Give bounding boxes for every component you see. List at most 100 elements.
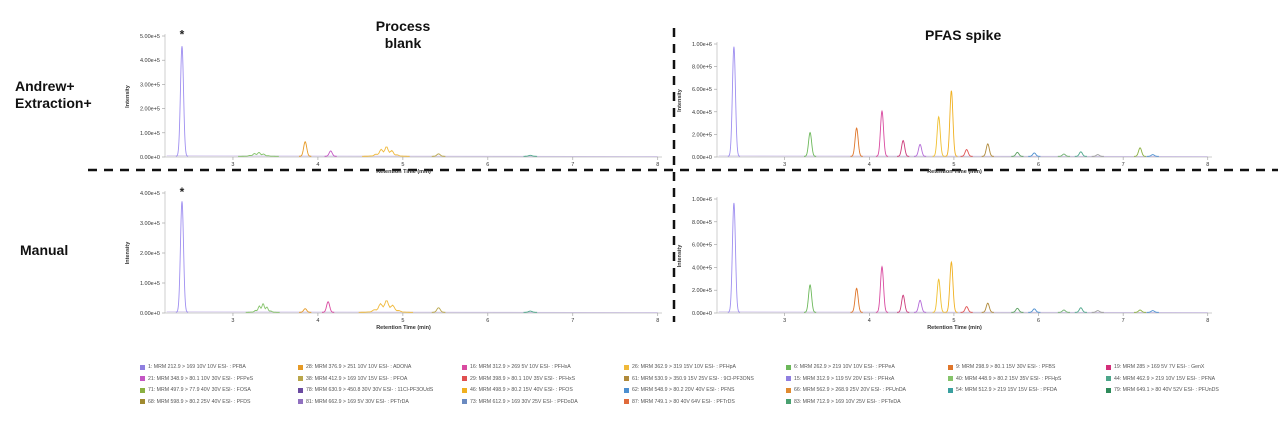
legend-label: 68: MRM 598.9 > 80.2 25V 40V ESI- : PFDS xyxy=(148,398,251,405)
y-tick-label: 3.00e+5 xyxy=(140,82,160,88)
col-label-pfas-spike: PFAS spike xyxy=(925,27,1002,43)
legend-item: 66: MRM 562.9 > 268.9 25V 20V ESI- : PFU… xyxy=(786,387,906,393)
legend-label: 15: MRM 312.9 > 119 5V 20V ESI- : PFHxA xyxy=(794,375,895,382)
legend: 1: MRM 212.9 > 169 10V 10V ESI- : PFBA 28… xyxy=(140,364,1280,434)
x-tick-label: 6 xyxy=(1037,162,1040,168)
x-tick-label: 3 xyxy=(231,318,234,324)
peak-trace xyxy=(1057,309,1071,313)
peak-trace xyxy=(945,90,958,157)
x-tick-label: 4 xyxy=(868,162,871,168)
peak-trace xyxy=(1074,307,1087,313)
legend-label: 44: MRM 462.9 > 219 10V 15V ESI- : PFNA xyxy=(1114,375,1216,382)
legend-item: 46: MRM 498.9 > 80.2 15V 40V ESI- : PFOS xyxy=(462,387,573,393)
y-tick-label: 2.00e+5 xyxy=(140,107,160,113)
peak-trace xyxy=(523,154,538,157)
y-tick-label: 0.00e+0 xyxy=(692,155,712,161)
x-tick-label: 8 xyxy=(1206,162,1209,168)
x-tick-label: 3 xyxy=(783,162,786,168)
peak-trace xyxy=(358,300,414,313)
legend-swatch xyxy=(624,364,629,370)
legend-item: 9: MRM 298.9 > 80.1 15V 30V ESI- : PFBS xyxy=(948,364,1055,370)
legend-label: 38: MRM 412.9 > 169 10V 15V ESI- : PFOA xyxy=(306,375,408,382)
legend-label: 1: MRM 212.9 > 169 10V 10V ESI- : PFBA xyxy=(148,364,246,370)
legend-label: 19: MRM 285 > 169 5V 7V ESI- : GenX xyxy=(1114,364,1205,370)
row-label-andrew: Andrew+ Extraction+ xyxy=(15,78,92,111)
peak-trace xyxy=(897,139,910,157)
peak-trace xyxy=(1133,309,1147,313)
peak-trace xyxy=(932,278,945,313)
legend-label: 87: MRM 749.1 > 80 40V 64V ESI- : PFTrDS xyxy=(632,398,735,405)
peak-trace xyxy=(1133,147,1147,157)
legend-item: 62: MRM 548.9 > 80.2 20V 40V ESI- : PFNS xyxy=(624,387,735,393)
legend-swatch xyxy=(298,364,303,370)
peak-trace xyxy=(945,260,958,313)
peak-trace xyxy=(1146,310,1159,313)
legend-label: 71: MRM 497.9 > 77.9 40V 30V ESI- : FOSA xyxy=(148,387,251,393)
legend-item: 40: MRM 448.9 > 80.2 15V 35V ESI- : PFHp… xyxy=(948,376,1061,382)
peak-trace xyxy=(321,301,335,313)
y-tick-label: 4.00e+5 xyxy=(692,110,712,116)
legend-swatch xyxy=(1106,364,1111,370)
legend-swatch xyxy=(140,387,145,393)
y-tick-label: 4.00e+5 xyxy=(692,265,712,271)
y-tick-label: 6.00e+5 xyxy=(692,243,712,249)
legend-swatch xyxy=(948,387,953,393)
x-tick-label: 6 xyxy=(486,318,489,324)
legend-label: 81: MRM 662.9 > 169 5V 30V ESI- : PFTrDA xyxy=(306,398,409,405)
legend-swatch xyxy=(786,376,791,381)
col-label-process-blank: Process blank xyxy=(375,18,431,51)
x-tick-label: 8 xyxy=(656,162,659,168)
x-tick-label: 7 xyxy=(571,318,574,324)
legend-swatch xyxy=(462,376,467,381)
y-tick-label: 8.00e+5 xyxy=(692,220,712,226)
legend-swatch xyxy=(462,387,467,393)
legend-label: 16: MRM 312.9 > 269 5V 10V ESI- : PFHxA xyxy=(470,364,571,370)
chart-panel-row1-pfas-spike: 0.00e+0 2.00e+5 4.00e+5 6.00e+5 8.00e+5 1.00e… xyxy=(677,42,1212,175)
legend-item: 16: MRM 312.9 > 269 5V 10V ESI- : PFHxA xyxy=(462,364,571,370)
peak-trace xyxy=(1011,151,1024,157)
peak-trace xyxy=(875,109,889,157)
peak-trace xyxy=(1028,152,1041,157)
legend-label: 29: MRM 398.9 > 80.1 10V 35V ESI- : PFHx… xyxy=(470,375,576,382)
legend-item: 79: MRM 649.1 > 80 40V 52V ESI- : PFUnDS xyxy=(1106,387,1219,393)
legend-label: 61: MRM 530.9 > 350.9 15V 25V ESI- : 9Cl… xyxy=(632,375,754,382)
y-tick-label: 1.00e+5 xyxy=(140,281,160,287)
x-tick-label: 8 xyxy=(656,318,659,324)
peak-trace xyxy=(523,310,538,313)
peak-trace xyxy=(1091,310,1104,313)
peak-trace xyxy=(1091,154,1104,157)
peak-annotation: * xyxy=(180,27,185,41)
y-tick-label: 1.00e+6 xyxy=(692,42,712,48)
x-tick-label: 4 xyxy=(316,162,319,168)
legend-item: 78: MRM 630.9 > 450.8 30V 30V ESI- : 11C… xyxy=(298,387,433,393)
peak-trace xyxy=(960,149,973,157)
legend-swatch xyxy=(948,376,953,381)
y-axis-label: Intensity xyxy=(677,244,683,268)
legend-label: 40: MRM 448.9 > 80.2 15V 35V ESI- : PFHp… xyxy=(956,375,1062,382)
legend-swatch xyxy=(140,399,145,404)
peak-trace xyxy=(960,306,973,313)
legend-label: 73: MRM 612.9 > 169 30V 25V ESI- : PFDoD… xyxy=(470,398,578,405)
legend-item: 15: MRM 312.9 > 119 5V 20V ESI- : PFHxA xyxy=(786,376,894,382)
peak-trace xyxy=(1146,154,1159,157)
y-tick-label: 4.00e+5 xyxy=(140,191,160,197)
x-axis-label: Retention Time (min) xyxy=(376,169,431,175)
chart-panel-row2-pfas-spike: 0.00e+0 2.00e+5 4.00e+5 6.00e+5 8.00e+5 1.00e… xyxy=(677,197,1212,331)
legend-label: 28: MRM 376.9 > 251 10V 10V ESI- : ADONA xyxy=(306,364,412,370)
y-axis-label: Intensity xyxy=(677,88,683,112)
peak-trace xyxy=(299,308,312,313)
peak-trace xyxy=(175,46,189,157)
legend-swatch xyxy=(140,376,145,381)
x-tick-label: 5 xyxy=(952,318,955,324)
chart-panel-row2-process-blank: 0.00e+0 1.00e+5 2.00e+5 3.00e+5 4.00e+5 3 4 5 6 7… xyxy=(125,185,662,331)
y-tick-label: 0.00e+0 xyxy=(692,311,712,317)
peak-trace xyxy=(981,143,994,157)
legend-swatch xyxy=(140,364,145,370)
x-tick-label: 4 xyxy=(868,318,871,324)
legend-item: 73: MRM 612.9 > 169 30V 25V ESI- : PFDoD… xyxy=(462,399,578,405)
legend-item: 68: MRM 598.9 > 80.2 25V 40V ESI- : PFDS xyxy=(140,399,251,405)
peak-trace xyxy=(299,141,312,157)
x-tick-label: 5 xyxy=(952,162,955,168)
peak-trace xyxy=(1074,151,1087,157)
legend-item: 44: MRM 462.9 > 219 10V 15V ESI- : PFNA xyxy=(1106,376,1215,382)
